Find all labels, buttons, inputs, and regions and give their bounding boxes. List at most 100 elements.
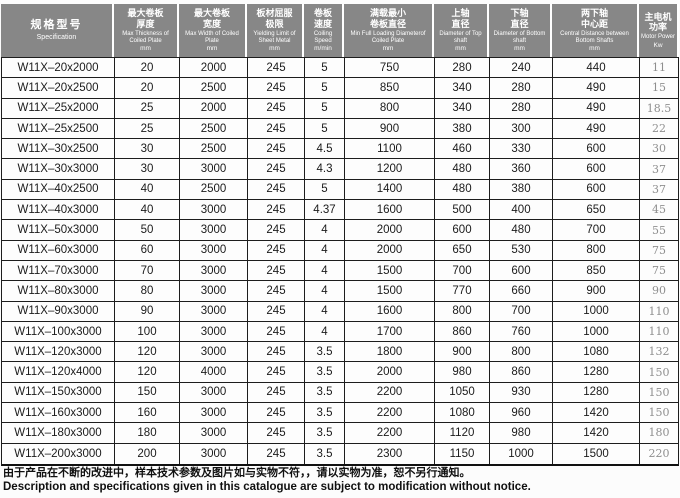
value-cell: 860 <box>435 321 490 342</box>
column-header-unit: m/min <box>314 45 332 53</box>
value-cell: 4 <box>305 281 345 301</box>
column-header-en: Specification <box>36 33 77 41</box>
value-cell: 3000 <box>180 159 248 179</box>
value-cell: 1050 <box>435 382 490 403</box>
column-header-unit: mm <box>269 45 280 53</box>
value-cell: 245 <box>248 240 305 260</box>
value-cell: 1500 <box>345 281 435 301</box>
spec-cell: W11X–150x3000 <box>2 382 115 403</box>
value-cell: 280 <box>490 78 553 98</box>
value-cell: 1100 <box>345 139 435 159</box>
value-cell: 3000 <box>180 240 248 260</box>
value-cell: 760 <box>490 321 553 342</box>
value-cell: 245 <box>248 321 305 342</box>
column-header-en: Diameter of Top shaft <box>439 30 482 44</box>
column-header-zh: 卷板 速度 <box>313 8 332 29</box>
value-cell: 980 <box>490 423 553 443</box>
value-cell: 45 <box>652 203 666 217</box>
value-cell: 245 <box>248 139 305 159</box>
value-cell: 930 <box>490 382 553 403</box>
value-cell: 860 <box>490 362 553 382</box>
value-cell: 3000 <box>180 443 248 464</box>
value-cell: 2000 <box>345 220 435 240</box>
value-cell: 200 <box>115 443 180 464</box>
column-header-zh: 板材屈服 极限 <box>256 8 293 29</box>
spec-cell: W11X–70x3000 <box>2 260 115 281</box>
value-cell: 980 <box>435 362 490 382</box>
value-cell: 25 <box>115 118 180 139</box>
value-cell: 340 <box>435 98 490 118</box>
value-cell: 770 <box>435 281 490 301</box>
value-cell: 160 <box>115 403 180 423</box>
value-cell: 2200 <box>345 382 435 403</box>
column-header-unit: Kw <box>653 41 663 49</box>
table-row: W11X–20x2500 20 2500 245 5 850 340 280 490 15 <box>2 78 678 99</box>
value-cell: 110 <box>648 325 670 338</box>
value-cell: 900 <box>435 342 490 362</box>
table-body: W11X–20x2000 20 2000 245 5 750 280 240 440 11 W11X… <box>1 57 679 466</box>
table-row: W11X–40x2500 40 2500 245 5 1400 480 380 600 37 <box>2 179 678 201</box>
value-cell: 4 <box>305 301 345 321</box>
column-header-unit: mm <box>206 45 218 53</box>
table-row: W11X–25x2000 25 2000 245 5 800 340 280 490 18.5 <box>2 98 678 119</box>
value-cell: 1500 <box>345 260 435 281</box>
table-row: W11X–120x3000 120 3000 245 3.5 1800 900 800 1080… <box>2 342 678 363</box>
value-cell: 245 <box>248 362 305 382</box>
value-cell: 600 <box>435 220 490 240</box>
value-cell: 4 <box>305 220 345 240</box>
value-cell: 4.5 <box>305 139 345 159</box>
value-cell: 850 <box>345 78 435 98</box>
value-cell: 400 <box>490 200 553 220</box>
table-row: W11X–180x3000 180 3000 245 3.5 2200 1120 980 142… <box>2 423 678 444</box>
value-cell: 20 <box>115 58 180 78</box>
value-cell: 3000 <box>180 321 248 342</box>
value-cell: 245 <box>248 159 305 179</box>
value-cell: 11 <box>652 61 666 75</box>
value-cell: 245 <box>248 179 305 200</box>
value-cell: 650 <box>435 240 490 260</box>
note-english: Description and specifications given in … <box>3 481 531 494</box>
value-cell: 1000 <box>490 443 553 464</box>
table-header-row: 规格型号 Specification 最大卷板 厚度 Max Thickness of… <box>1 4 679 57</box>
column-header-en: Max Thickness of Coiled Plate <box>122 30 169 44</box>
value-cell: 2200 <box>345 403 435 423</box>
table-row: W11X–30x2500 30 2500 245 4.5 1100 460 330 600 30 <box>2 139 678 160</box>
value-cell: 150 <box>648 406 670 420</box>
column-header-en: Min Full Loading Diameterof Coiled Plate <box>350 30 426 44</box>
spec-cell: W11X–25x2000 <box>2 98 115 118</box>
value-cell: 800 <box>435 301 490 321</box>
value-cell: 3000 <box>180 220 248 240</box>
spec-cell: W11X–80x3000 <box>2 281 115 301</box>
value-cell: 150 <box>648 365 670 379</box>
value-cell: 700 <box>490 301 553 321</box>
column-header-en: Yielding Limit of Sheet Metal <box>253 30 296 44</box>
value-cell: 500 <box>435 200 490 220</box>
value-cell: 600 <box>553 159 640 179</box>
column-header-zh: 规格型号 <box>30 19 83 32</box>
value-cell: 900 <box>345 118 435 139</box>
value-cell: 1400 <box>345 179 435 200</box>
table-row: W11X–30x3000 30 3000 245 4.3 1200 480 360 600 37 <box>2 159 678 180</box>
column-header-unit: mm <box>382 45 394 53</box>
value-cell: 245 <box>248 260 305 281</box>
column-header-en: Central Distance between Bottom Shafts <box>560 30 629 44</box>
value-cell: 150 <box>115 382 180 403</box>
value-cell: 1200 <box>345 159 435 179</box>
spec-cell: W11X–25x2500 <box>2 118 115 139</box>
value-cell: 5 <box>305 78 345 98</box>
value-cell: 75 <box>652 264 666 278</box>
value-cell: 3.5 <box>305 342 345 362</box>
column-header: 主电机 功率 Motor Power Kw <box>639 4 677 57</box>
table-row: W11X–160x3000 160 3000 245 3.5 2200 1080 960 142… <box>2 403 678 424</box>
value-cell: 1600 <box>345 301 435 321</box>
column-header-unit: mm <box>514 45 525 53</box>
value-cell: 132 <box>648 345 670 359</box>
table-row: W11X–20x2000 20 2000 245 5 750 280 240 440 11 <box>2 58 678 79</box>
value-cell: 800 <box>553 240 640 260</box>
table-row: W11X–200x3000 200 3000 245 3.5 2300 1150 1000 15… <box>2 443 678 464</box>
value-cell: 150 <box>648 385 670 399</box>
value-cell: 2500 <box>180 179 248 200</box>
value-cell: 2200 <box>345 423 435 443</box>
table-row: W11X–50x3000 50 3000 245 4 2000 600 480 700 55 <box>2 220 678 241</box>
value-cell: 22 <box>652 122 666 136</box>
